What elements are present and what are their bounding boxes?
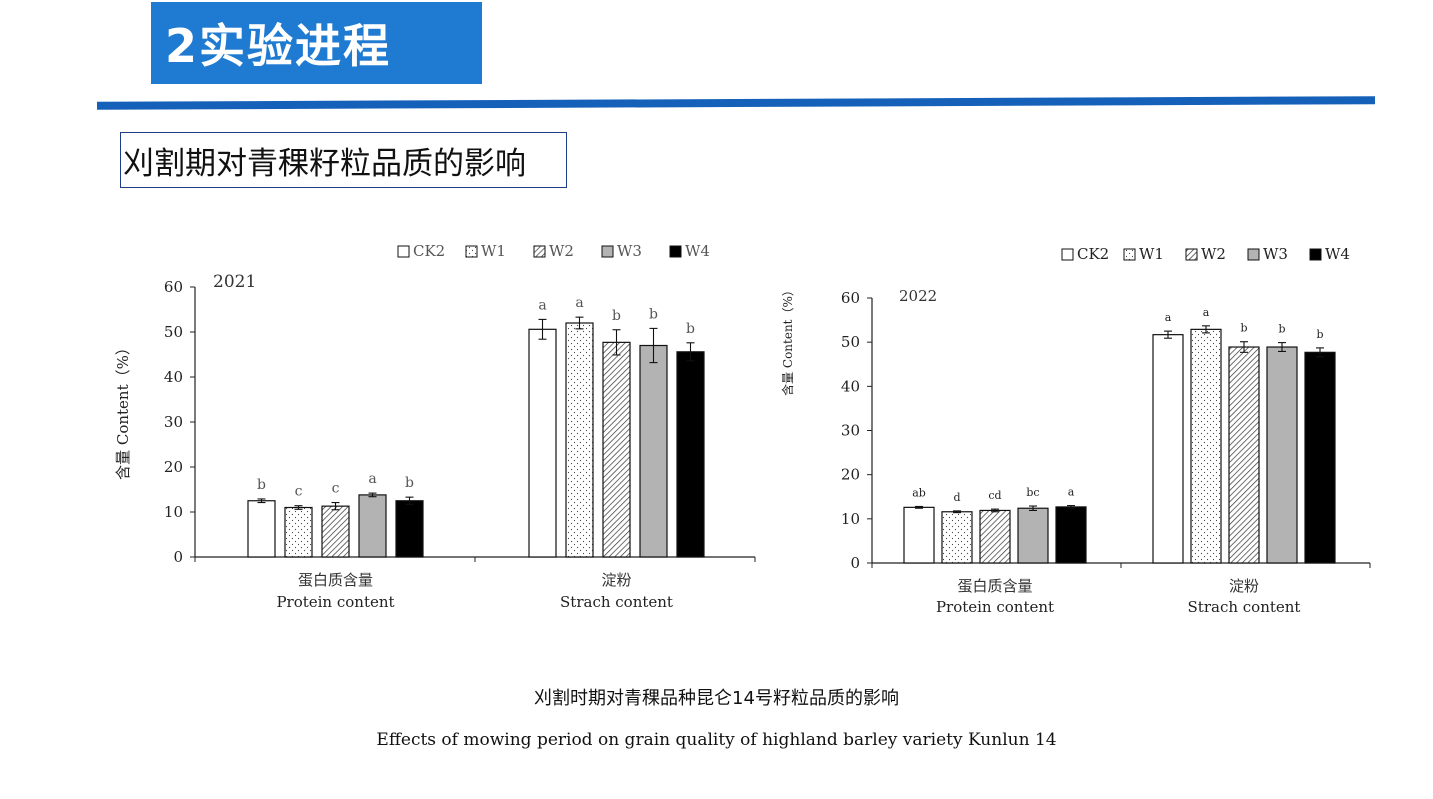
y-tick-label: 30 <box>164 413 183 431</box>
significance-label: c <box>295 484 303 500</box>
significance-label: b <box>257 477 266 493</box>
significance-label: b <box>405 475 414 491</box>
y-axis-label: 含量 Content（%） <box>780 284 795 396</box>
bar-w4 <box>395 500 424 558</box>
legend-swatch-w1 <box>1123 248 1136 261</box>
bar-w1 <box>1190 328 1222 564</box>
category-label-en: Strach content <box>1188 598 1301 616</box>
category-label-zh: 蛋白质含量 <box>957 577 1032 595</box>
slide-subtitle: 刈割期对青稞籽粒品质的影响 <box>123 146 526 182</box>
bar-w2 <box>1228 346 1260 564</box>
section-title: 2实验进程 <box>165 19 392 73</box>
y-tick-label: 0 <box>173 548 183 566</box>
significance-label: cd <box>988 489 1001 502</box>
significance-label: a <box>368 471 376 487</box>
y-tick-label: 40 <box>164 368 183 386</box>
legend-label: CK2 <box>413 242 445 260</box>
category-label-zh: 蛋白质含量 <box>298 571 373 589</box>
significance-label: bc <box>1026 486 1039 499</box>
y-tick-label: 10 <box>164 503 183 521</box>
bar-w3 <box>1266 346 1298 564</box>
bar-ck2 <box>528 328 557 558</box>
category-label-en: Protein content <box>936 598 1054 616</box>
legend-swatch-w2 <box>533 245 546 258</box>
section-title-box <box>151 2 482 84</box>
legend-swatch-w3 <box>1247 248 1260 261</box>
legend-label: W2 <box>1201 245 1226 263</box>
legend-label: W3 <box>617 242 642 260</box>
legend-label: W3 <box>1263 245 1288 263</box>
legend-swatch-w1 <box>465 245 478 258</box>
category-label-en: Strach content <box>560 593 673 611</box>
y-tick-label: 60 <box>164 278 183 296</box>
bar-w2 <box>321 505 350 558</box>
legend-label: W1 <box>1139 245 1164 263</box>
legend-swatch-w4 <box>669 245 682 258</box>
y-tick-label: 0 <box>850 554 860 572</box>
significance-label: b <box>686 321 695 337</box>
legend-swatch-w3 <box>601 245 614 258</box>
legend-swatch-ck2 <box>1061 248 1074 261</box>
category-label-en: Protein content <box>276 593 394 611</box>
y-axis-label: 含量 Content（%） <box>114 340 132 480</box>
y-tick-label: 60 <box>841 289 860 307</box>
bar-w3 <box>1017 507 1049 564</box>
legend-label: W4 <box>685 242 710 260</box>
legend-label: W4 <box>1325 245 1350 263</box>
y-tick-label: 20 <box>841 466 860 484</box>
legend-swatch-ck2 <box>397 245 410 258</box>
figure-caption-en: Effects of mowing period on grain qualit… <box>376 730 1057 750</box>
legend-label: W2 <box>549 242 574 260</box>
significance-label: a <box>1203 306 1210 319</box>
legend-label: CK2 <box>1077 245 1109 263</box>
y-tick-label: 50 <box>164 323 183 341</box>
significance-label: b <box>649 306 658 322</box>
significance-label: a <box>538 297 546 313</box>
year-label: 2022 <box>899 287 937 305</box>
category-label-zh: 淀粉 <box>1229 577 1259 595</box>
bar-w3 <box>639 344 668 558</box>
category-label-zh: 淀粉 <box>601 571 631 589</box>
legend-swatch-w4 <box>1309 248 1322 261</box>
year-label: 2021 <box>213 272 256 292</box>
y-tick-label: 20 <box>164 458 183 476</box>
subtitle-box <box>120 132 567 188</box>
significance-label: a <box>1165 311 1172 324</box>
significance-label: a <box>1068 486 1075 499</box>
bar-w1 <box>565 322 594 558</box>
significance-label: b <box>1316 328 1323 341</box>
significance-label: d <box>953 491 960 504</box>
bar-w2 <box>602 341 631 558</box>
bar-w4 <box>1304 351 1336 564</box>
figure-caption-zh: 刈割时期对青稞品种昆仑14号籽粒品质的影响 <box>534 688 899 709</box>
bar-ck2 <box>1152 334 1184 564</box>
legend-label: W1 <box>481 242 506 260</box>
bar-ck2 <box>903 506 935 564</box>
significance-label: b <box>1278 323 1285 336</box>
y-tick-label: 30 <box>841 422 860 440</box>
bar-w3 <box>358 494 387 558</box>
significance-label: b <box>612 308 621 324</box>
bar-w4 <box>1055 506 1087 564</box>
significance-label: a <box>575 295 583 311</box>
y-tick-label: 50 <box>841 333 860 351</box>
significance-label: ab <box>912 486 926 499</box>
bar-w1 <box>941 511 973 564</box>
significance-label: b <box>1240 322 1247 335</box>
bar-w1 <box>284 506 313 558</box>
bar-ck2 <box>247 500 276 558</box>
significance-label: c <box>332 481 340 497</box>
legend-swatch-w2 <box>1185 248 1198 261</box>
y-tick-label: 40 <box>841 377 860 395</box>
bar-w2 <box>979 509 1011 564</box>
y-tick-label: 10 <box>841 510 860 528</box>
bar-w4 <box>676 351 705 558</box>
